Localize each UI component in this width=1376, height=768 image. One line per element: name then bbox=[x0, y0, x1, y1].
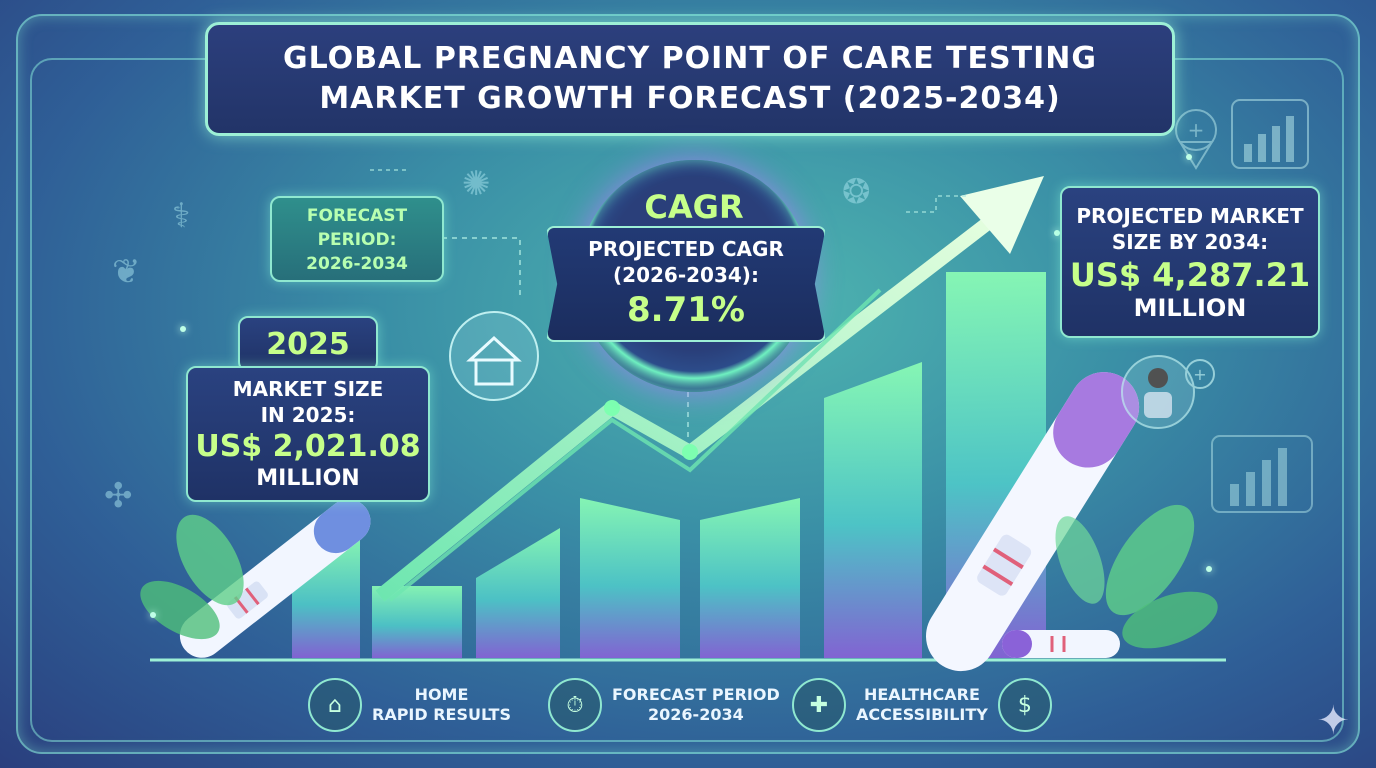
glow-dot bbox=[1186, 154, 1192, 160]
location-pin-icon: + bbox=[1175, 109, 1217, 170]
connector-right bbox=[906, 195, 966, 213]
cagr-box: PROJECTED CAGR (2026-2034): 8.71% bbox=[546, 226, 826, 342]
cagr-label-1: PROJECTED CAGR bbox=[588, 237, 784, 261]
market-2025-unit: MILLION bbox=[256, 466, 360, 491]
projected-label-2: SIZE BY 2034: bbox=[1111, 230, 1269, 254]
svg-text:+: + bbox=[1193, 365, 1206, 384]
care-hands-icon: ✚ bbox=[792, 678, 846, 732]
growth-arrow-line bbox=[375, 200, 1015, 602]
cagr-badge: CAGR bbox=[644, 188, 744, 226]
outer-frame bbox=[16, 14, 1360, 754]
trend-point-1 bbox=[604, 400, 620, 416]
stopwatch-icon: ⏱ bbox=[548, 678, 602, 732]
microbe-icon: ✺ bbox=[462, 164, 491, 204]
coin-hand-icon: $ bbox=[997, 678, 1052, 732]
title-line-2: MARKET GROWTH FORECAST (2025-2034) bbox=[319, 81, 1061, 116]
pregnancy-test-left bbox=[179, 499, 371, 658]
market-2025-label-2: IN 2025: bbox=[260, 403, 356, 427]
leaf-right-1 bbox=[1105, 504, 1195, 616]
glow-dot bbox=[150, 612, 156, 618]
pregnancy-test-right bbox=[926, 372, 1140, 672]
doctor-icon: + bbox=[1121, 355, 1215, 429]
leaf-left-1 bbox=[176, 514, 244, 606]
feature-home: ⌂ HOME RAPID RESULTS bbox=[308, 676, 511, 734]
stethoscope-icon: ⚕ bbox=[172, 196, 191, 236]
connector-forecast bbox=[442, 237, 521, 300]
sparkle-icon: ✦ bbox=[1316, 698, 1350, 744]
home-test-icon: ⌂ bbox=[308, 678, 362, 732]
feature-home-line1: HOME bbox=[414, 685, 469, 704]
leaf-left-2 bbox=[140, 580, 220, 640]
organ-icon: ❦ bbox=[112, 252, 141, 292]
projected-value: US$ 4,287.21 bbox=[1069, 256, 1311, 294]
secondary-arrow-line bbox=[388, 288, 882, 602]
feature-forecast-line1: FORECAST PERIOD bbox=[612, 685, 780, 704]
bar-chart-icon-2 bbox=[1211, 435, 1313, 513]
feature-forecast: ⏱ FORECAST PERIOD 2026-2034 bbox=[548, 676, 780, 734]
feature-home-line2: RAPID RESULTS bbox=[372, 705, 511, 724]
leaf-right-2 bbox=[1122, 591, 1218, 649]
glow-dot bbox=[180, 326, 186, 332]
feature-healthcare: ✚ HEALTHCARE ACCESSIBILITY $ bbox=[792, 676, 1052, 734]
leaf-right-3 bbox=[1055, 516, 1105, 604]
forecast-period-box: FORECAST PERIOD: 2026-2034 bbox=[270, 196, 444, 282]
lab-icon: ✣ bbox=[104, 476, 133, 516]
projected-unit: MILLION bbox=[1133, 294, 1247, 322]
market-size-2025-box: MARKET SIZE IN 2025: US$ 2,021.08 MILLIO… bbox=[186, 366, 430, 502]
cagr-value: 8.71% bbox=[627, 290, 745, 330]
forecast-label-2: PERIOD: bbox=[317, 230, 397, 250]
house-bubble-icon bbox=[449, 311, 539, 401]
title-line-1: GLOBAL PREGNANCY POINT OF CARE TESTING bbox=[283, 41, 1097, 76]
svg-text:+: + bbox=[1188, 118, 1205, 142]
bar-5 bbox=[700, 498, 800, 658]
bar-6 bbox=[824, 362, 922, 658]
glow-dot bbox=[1054, 230, 1060, 236]
projected-market-box: PROJECTED MARKET SIZE BY 2034: US$ 4,287… bbox=[1060, 186, 1320, 338]
base-year-badge: 2025 bbox=[238, 316, 378, 372]
title-banner: GLOBAL PREGNANCY POINT OF CARE TESTING M… bbox=[205, 22, 1175, 136]
projected-label-1: PROJECTED MARKET bbox=[1076, 204, 1304, 228]
growth-arrow-head bbox=[960, 176, 1044, 254]
forecast-years: 2026-2034 bbox=[306, 254, 408, 274]
feature-healthcare-line2: ACCESSIBILITY bbox=[856, 705, 988, 724]
feature-healthcare-line1: HEALTHCARE bbox=[863, 685, 980, 704]
bar-3 bbox=[476, 528, 560, 658]
forecast-label-1: FORECAST bbox=[306, 206, 408, 226]
pregnancy-test-small bbox=[1002, 630, 1120, 658]
market-2025-value: US$ 2,021.08 bbox=[195, 429, 421, 464]
bar-chart-icon bbox=[1231, 99, 1309, 169]
glow-dot bbox=[1206, 566, 1212, 572]
cell-icon: ❂ bbox=[842, 172, 871, 212]
bar-4 bbox=[580, 498, 680, 658]
trend-point-2 bbox=[682, 444, 698, 460]
feature-forecast-line2: 2026-2034 bbox=[648, 705, 744, 724]
cagr-label-2: (2026-2034): bbox=[613, 263, 759, 287]
market-2025-label-1: MARKET SIZE bbox=[232, 377, 384, 401]
base-year: 2025 bbox=[266, 326, 350, 362]
